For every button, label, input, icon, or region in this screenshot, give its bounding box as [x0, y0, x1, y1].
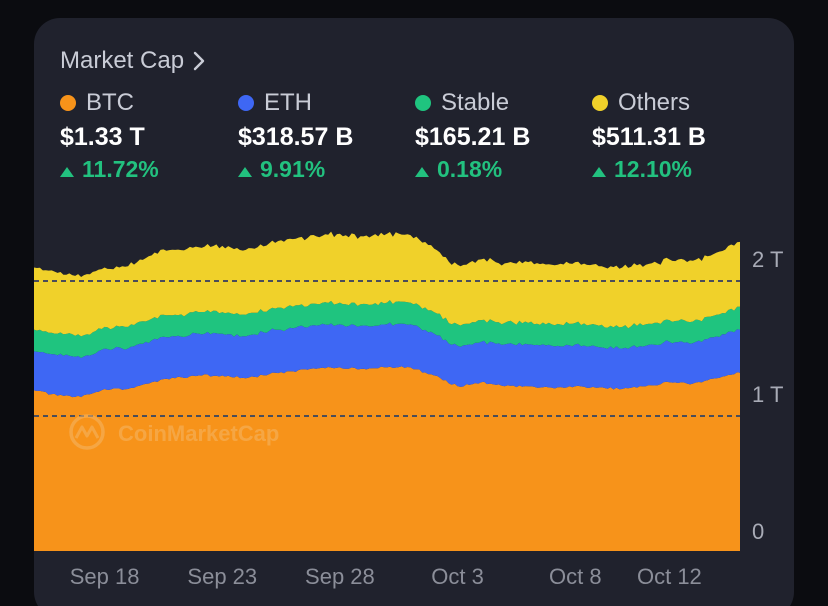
btc-color-dot [60, 95, 76, 111]
area-stable[interactable] [34, 300, 740, 358]
coinmarketcap-watermark: CoinMarketCap [69, 414, 279, 450]
x-tick-label: Oct 12 [637, 564, 702, 589]
legend-change: 12.10% [614, 155, 693, 182]
eth-color-dot [238, 95, 254, 111]
legend-change: 11.72% [82, 155, 159, 182]
area-others[interactable] [34, 231, 740, 337]
triangle-up-icon [238, 156, 252, 183]
legend: BTC $1.33 T 11.72% ETH $318.57 B 9.91% S… [60, 88, 760, 188]
legend-label: BTC [86, 89, 134, 116]
legend-value: $511.31 B [592, 123, 706, 151]
x-tick-label: Sep 18 [70, 564, 140, 589]
x-tick-label: Sep 23 [187, 564, 257, 589]
chevron-right-icon [192, 50, 206, 72]
area-eth[interactable] [34, 322, 740, 398]
chart-gridlines [34, 280, 740, 417]
legend-item-eth[interactable]: ETH $318.57 B 9.91% [238, 88, 408, 185]
legend-item-stable[interactable]: Stable $165.21 B 0.18% [415, 88, 585, 185]
card-title: Market Cap [60, 47, 185, 74]
x-axis-ticks: Sep 18 Sep 23 Sep 28 Oct 3 Oct 8 Oct 12 [70, 564, 702, 589]
y-tick-label: 2 T [752, 247, 783, 272]
y-tick-label: 1 T [752, 382, 783, 407]
y-axis-ticks: 0 1 T 2 T [752, 247, 783, 544]
others-color-dot [592, 95, 608, 111]
x-tick-label: Oct 3 [431, 564, 484, 589]
area-btc[interactable] [34, 366, 740, 551]
legend-value: $165.21 B [415, 123, 531, 151]
legend-value: $1.33 T [60, 123, 145, 151]
chart-areas [34, 231, 740, 551]
legend-change: 0.18% [437, 155, 503, 182]
market-cap-title-link[interactable]: Market Cap [60, 44, 206, 78]
legend-item-others[interactable]: Others $511.31 B 12.10% [592, 88, 762, 185]
legend-value: $318.57 B [238, 123, 354, 151]
legend-item-btc[interactable]: BTC $1.33 T 11.72% [60, 88, 230, 185]
x-tick-label: Oct 8 [549, 564, 602, 589]
y-tick-label: 0 [752, 519, 764, 544]
legend-change: 9.91% [260, 155, 326, 182]
triangle-up-icon [415, 156, 429, 183]
x-tick-label: Sep 28 [305, 564, 375, 589]
triangle-up-icon [60, 156, 74, 183]
legend-label: Others [618, 89, 691, 116]
stable-color-dot [415, 95, 431, 111]
triangle-up-icon [592, 156, 606, 183]
legend-label: ETH [264, 89, 312, 116]
legend-label: Stable [441, 89, 510, 116]
watermark-text: CoinMarketCap [118, 421, 279, 446]
